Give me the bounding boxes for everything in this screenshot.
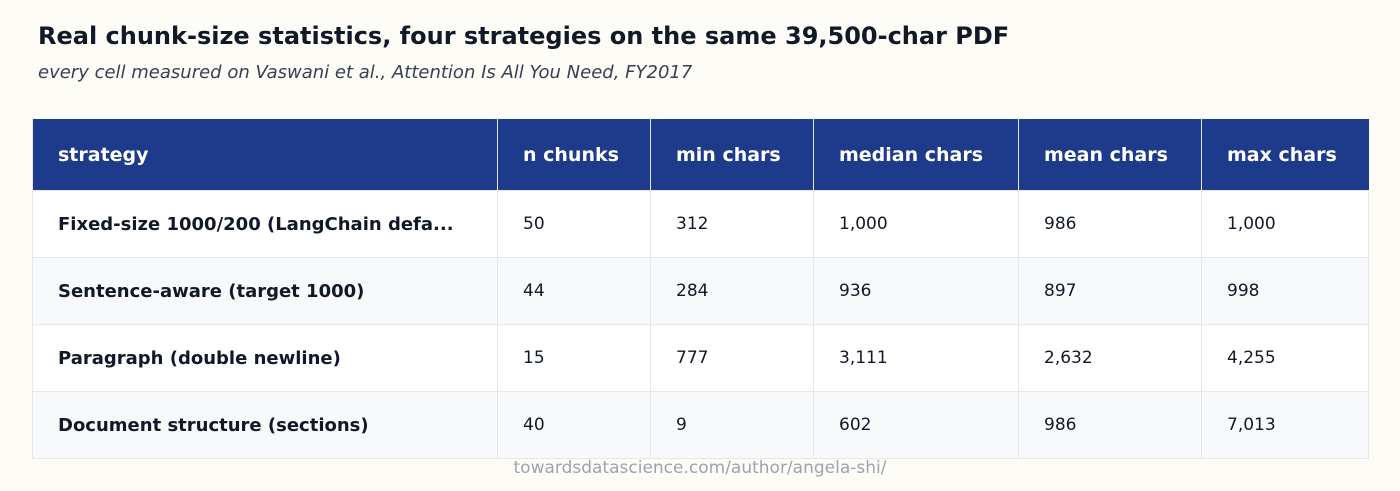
strategy-cell: Sentence-aware (target 1000) bbox=[32, 257, 498, 325]
value-cell: 998 bbox=[1201, 257, 1369, 325]
value-cell: 15 bbox=[497, 324, 651, 392]
title: Real chunk-size statistics, four strateg… bbox=[38, 22, 1010, 50]
subtitle: every cell measured on Vaswani et al., A… bbox=[38, 62, 693, 83]
strategy-cell: Paragraph (double newline) bbox=[32, 324, 498, 392]
stats-table: strategy n chunks min chars median chars mea… bbox=[32, 119, 1369, 459]
value-cell: 312 bbox=[650, 190, 814, 258]
value-cell: 44 bbox=[497, 257, 651, 325]
value-cell: 1,000 bbox=[813, 190, 1019, 258]
value-cell: 936 bbox=[813, 257, 1019, 325]
value-cell: 1,000 bbox=[1201, 190, 1369, 258]
table-header: strategy n chunks min chars median chars mea… bbox=[32, 119, 1369, 191]
table-row: Paragraph (double newline) 15 777 3,111 2,63… bbox=[32, 324, 1369, 392]
column-header: mean chars bbox=[1018, 119, 1202, 191]
column-header: strategy bbox=[32, 119, 498, 191]
table-row: Document structure (sections) 40 9 602 986 7,… bbox=[32, 391, 1369, 459]
table-row: Sentence-aware (target 1000) 44 284 936 897 9… bbox=[32, 257, 1369, 325]
value-cell: 2,632 bbox=[1018, 324, 1202, 392]
column-header: median chars bbox=[813, 119, 1019, 191]
strategy-cell: Document structure (sections) bbox=[32, 391, 498, 459]
value-cell: 897 bbox=[1018, 257, 1202, 325]
header-row: strategy n chunks min chars median chars mea… bbox=[32, 119, 1369, 191]
table-body: Fixed-size 1000/200 (LangChain defa... 50… bbox=[32, 190, 1369, 459]
strategy-cell: Fixed-size 1000/200 (LangChain defa... bbox=[32, 190, 498, 258]
table-row: Fixed-size 1000/200 (LangChain defa... 50… bbox=[32, 190, 1369, 258]
value-cell: 4,255 bbox=[1201, 324, 1369, 392]
value-cell: 777 bbox=[650, 324, 814, 392]
value-cell: 9 bbox=[650, 391, 814, 459]
column-header: n chunks bbox=[497, 119, 651, 191]
column-header: max chars bbox=[1201, 119, 1369, 191]
column-header: min chars bbox=[650, 119, 814, 191]
value-cell: 986 bbox=[1018, 190, 1202, 258]
value-cell: 3,111 bbox=[813, 324, 1019, 392]
value-cell: 602 bbox=[813, 391, 1019, 459]
value-cell: 7,013 bbox=[1201, 391, 1369, 459]
footer-credit: towardsdatascience.com/author/angela-shi… bbox=[513, 458, 887, 478]
value-cell: 50 bbox=[497, 190, 651, 258]
value-cell: 986 bbox=[1018, 391, 1202, 459]
value-cell: 40 bbox=[497, 391, 651, 459]
value-cell: 284 bbox=[650, 257, 814, 325]
